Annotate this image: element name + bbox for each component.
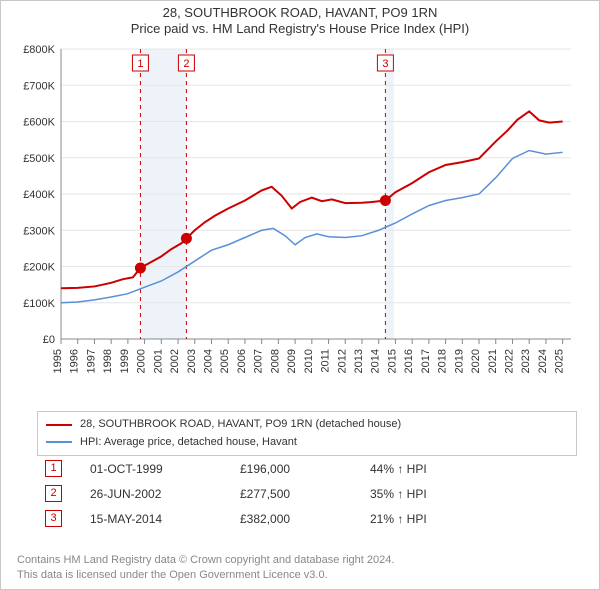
legend-swatch [46,441,72,443]
svg-text:2009: 2009 [286,349,298,373]
svg-text:£400K: £400K [23,189,55,201]
marker-pct: 35% ↑ HPI [370,487,490,501]
svg-text:1998: 1998 [102,349,114,373]
svg-text:2004: 2004 [202,349,214,373]
svg-text:2018: 2018 [437,349,449,373]
svg-text:2015: 2015 [386,349,398,373]
svg-text:2010: 2010 [303,349,315,373]
svg-text:1996: 1996 [69,349,81,373]
legend-label: 28, SOUTHBROOK ROAD, HAVANT, PO9 1RN (de… [80,416,401,434]
svg-text:2022: 2022 [503,349,515,373]
svg-text:£200K: £200K [23,262,55,274]
legend: 28, SOUTHBROOK ROAD, HAVANT, PO9 1RN (de… [37,411,577,456]
svg-text:1995: 1995 [52,349,64,373]
marker-pct: 21% ↑ HPI [370,512,490,526]
legend-row-price-paid: 28, SOUTHBROOK ROAD, HAVANT, PO9 1RN (de… [46,416,568,434]
svg-text:2006: 2006 [236,349,248,373]
legend-row-hpi: HPI: Average price, detached house, Hava… [46,434,568,452]
svg-text:2021: 2021 [487,349,499,373]
svg-text:2005: 2005 [219,349,231,373]
svg-text:2011: 2011 [320,349,332,373]
markers-table: 1 01-OCT-1999 £196,000 44% ↑ HPI 2 26-JU… [37,456,577,531]
svg-text:2: 2 [183,58,189,70]
svg-text:1997: 1997 [85,349,97,373]
svg-text:£0: £0 [43,334,55,346]
marker-date: 15-MAY-2014 [90,512,240,526]
marker-number-box: 2 [45,485,62,502]
marker-pct: 44% ↑ HPI [370,462,490,476]
title-subtitle: Price paid vs. HM Land Registry's House … [1,21,599,36]
marker-date: 01-OCT-1999 [90,462,240,476]
svg-text:2000: 2000 [136,349,148,373]
svg-text:£800K: £800K [23,44,55,56]
svg-text:1: 1 [137,58,143,70]
svg-text:2024: 2024 [537,349,549,373]
svg-text:2007: 2007 [253,349,265,373]
svg-text:2008: 2008 [269,349,281,373]
svg-text:2012: 2012 [336,349,348,373]
svg-text:2013: 2013 [353,349,365,373]
svg-text:2003: 2003 [186,349,198,373]
marker-row: 2 26-JUN-2002 £277,500 35% ↑ HPI [37,481,577,506]
marker-date: 26-JUN-2002 [90,487,240,501]
svg-text:1999: 1999 [119,349,131,373]
marker-price: £382,000 [240,512,370,526]
svg-text:2014: 2014 [370,349,382,373]
legend-swatch [46,424,72,426]
svg-text:2023: 2023 [520,349,532,373]
chart-card: 28, SOUTHBROOK ROAD, HAVANT, PO9 1RN Pri… [0,0,600,590]
svg-text:2001: 2001 [152,349,164,373]
svg-text:2017: 2017 [420,349,432,373]
marker-number-box: 3 [45,510,62,527]
svg-text:£600K: £600K [23,117,55,129]
footer-line2: This data is licensed under the Open Gov… [17,568,583,583]
marker-row: 3 15-MAY-2014 £382,000 21% ↑ HPI [37,506,577,531]
svg-text:3: 3 [382,58,388,70]
svg-text:2016: 2016 [403,349,415,373]
marker-row: 1 01-OCT-1999 £196,000 44% ↑ HPI [37,456,577,481]
attribution-footer: Contains HM Land Registry data © Crown c… [17,553,583,583]
svg-text:£700K: £700K [23,80,55,92]
svg-text:2002: 2002 [169,349,181,373]
marker-price: £196,000 [240,462,370,476]
svg-text:£100K: £100K [23,298,55,310]
legend-label: HPI: Average price, detached house, Hava… [80,434,297,452]
chart-area: £0 £100K £200K £300K £400K £500K £600K £700K £80… [9,43,591,403]
svg-text:2025: 2025 [554,349,566,373]
title-address: 28, SOUTHBROOK ROAD, HAVANT, PO9 1RN [1,5,599,20]
marker-number-box: 1 [45,460,62,477]
svg-text:£300K: £300K [23,225,55,237]
titles: 28, SOUTHBROOK ROAD, HAVANT, PO9 1RN Pri… [1,1,599,36]
line-chart: £0 £100K £200K £300K £400K £500K £600K £700K £80… [9,43,591,403]
svg-text:2020: 2020 [470,349,482,373]
svg-text:£500K: £500K [23,153,55,165]
footer-line1: Contains HM Land Registry data © Crown c… [17,553,583,568]
svg-text:2019: 2019 [453,349,465,373]
marker-price: £277,500 [240,487,370,501]
